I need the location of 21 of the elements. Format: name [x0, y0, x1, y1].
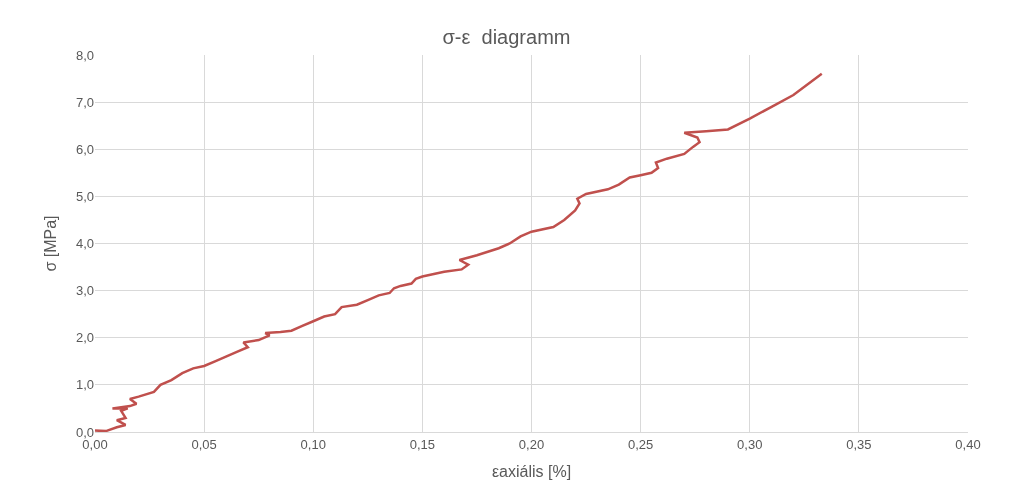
x-tick-label: 0,25 [627, 436, 654, 452]
x-tick-label: 0,15 [409, 436, 436, 452]
x-tick-label: 0,40 [955, 436, 981, 452]
line-series [95, 72, 824, 432]
y-tick-label: 6,0 [75, 141, 94, 157]
y-tick-label: 1,0 [75, 377, 94, 393]
x-tick-label: 0,20 [518, 436, 545, 452]
y-tick-label: 5,0 [75, 188, 94, 204]
y-tick-label: 0,0 [75, 424, 94, 440]
chart-title: σ-ε diagramm [442, 26, 571, 49]
x-axis-title: εaxiális [%] [491, 463, 572, 481]
y-tick-label: 4,0 [75, 236, 94, 252]
y-tick-label: 8,0 [75, 47, 94, 63]
x-tick-label: 0,35 [846, 436, 872, 452]
x-tick-label: 0,05 [191, 436, 217, 452]
x-tick-label: 0,10 [300, 436, 326, 452]
y-tick-label: 7,0 [75, 94, 94, 110]
y-tick-label: 2,0 [75, 330, 94, 346]
y-axis-title: σ [MPa] [41, 215, 59, 272]
x-tick-label: 0,30 [737, 436, 763, 452]
y-tick-label: 3,0 [75, 283, 94, 299]
